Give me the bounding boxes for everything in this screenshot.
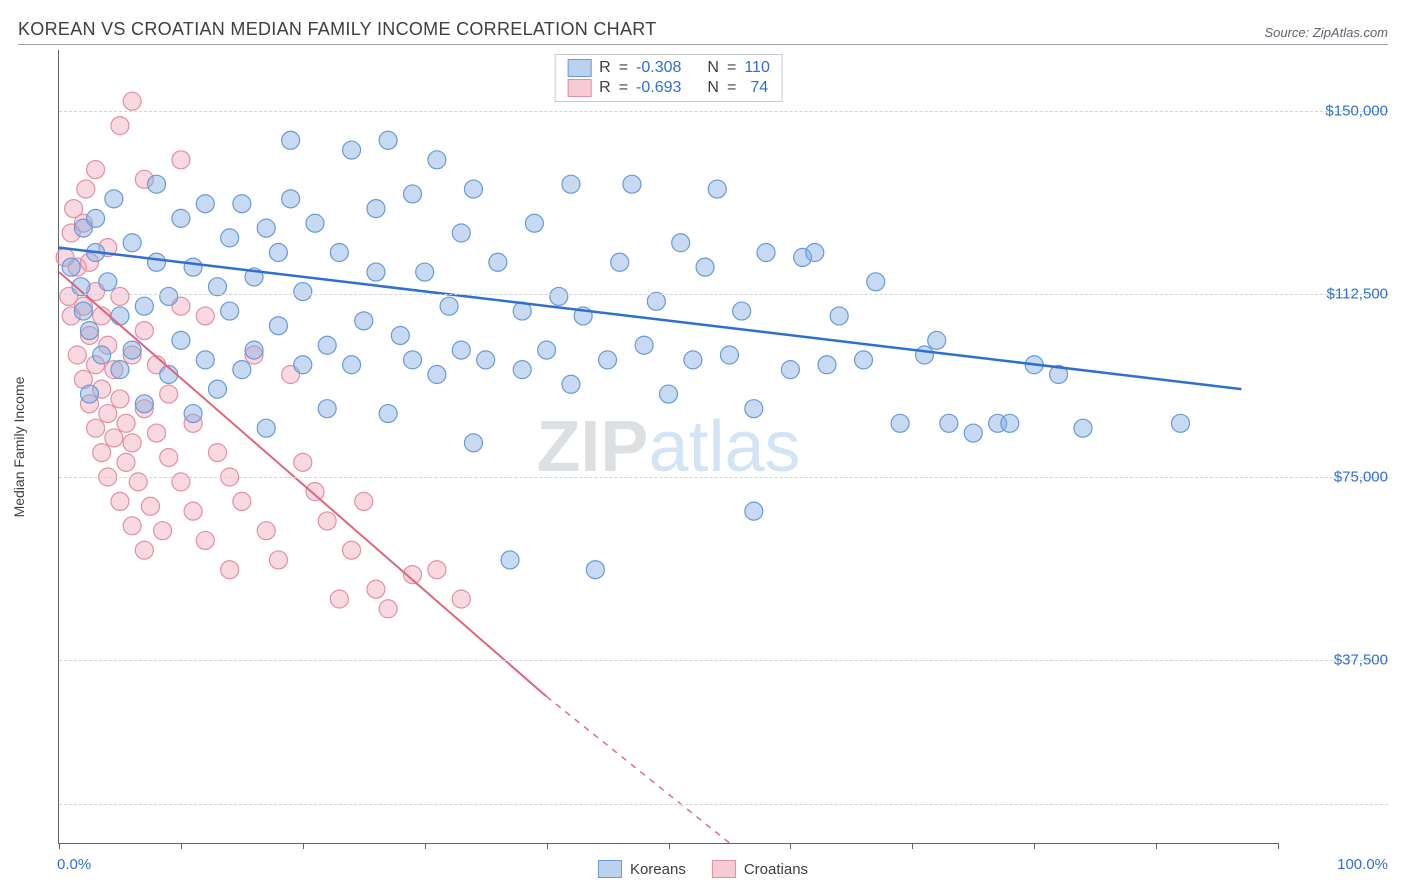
legend-label-2: Croatians [744,861,808,878]
stat-r-label-1: R [599,59,611,77]
stat-row-1: R = -0.308 N = 110 [567,59,770,77]
stat-eq-1a: = [619,59,628,77]
y-tick-label: $112,500 [1288,286,1388,303]
chart-title: KOREAN VS CROATIAN MEDIAN FAMILY INCOME … [18,19,657,40]
stat-n-value-1: 110 [744,59,770,77]
swatch-series2 [567,79,591,97]
stat-eq-2b: = [727,79,736,97]
legend-swatch-1 [598,860,622,878]
y-tick-label: $150,000 [1288,103,1388,120]
legend-item-1: Koreans [598,860,686,878]
stat-eq-1b: = [727,59,736,77]
legend-item-2: Croatians [712,860,808,878]
legend-label-1: Koreans [630,861,686,878]
stat-r-value-1: -0.308 [636,59,681,77]
stat-row-2: R = -0.693 N = 74 [567,79,770,97]
chart-source: Source: ZipAtlas.com [1264,25,1388,40]
stat-r-label-2: R [599,79,611,97]
y-tick-label: $37,500 [1288,652,1388,669]
x-axis-max-label: 100.0% [1337,856,1388,873]
scatter-svg [59,50,1278,843]
stat-n-value-2: 74 [744,79,768,97]
swatch-series1 [567,59,591,77]
plot-wrap: ZIPatlas R = -0.308 N = 110 R = -0.693 N… [58,50,1388,844]
stat-box: R = -0.308 N = 110 R = -0.693 N = 74 [554,54,783,102]
title-bar: KOREAN VS CROATIAN MEDIAN FAMILY INCOME … [18,14,1388,45]
stat-n-label-1: N [707,59,719,77]
y-axis-title: Median Family Income [11,376,27,517]
stat-eq-2a: = [619,79,628,97]
x-axis-min-label: 0.0% [57,856,91,873]
stat-r-value-2: -0.693 [636,79,681,97]
y-tick-label: $75,000 [1288,469,1388,486]
stat-n-label-2: N [707,79,719,97]
bottom-legend: Koreans Croatians [598,860,808,878]
plot-area: ZIPatlas R = -0.308 N = 110 R = -0.693 N… [58,50,1278,844]
legend-swatch-2 [712,860,736,878]
